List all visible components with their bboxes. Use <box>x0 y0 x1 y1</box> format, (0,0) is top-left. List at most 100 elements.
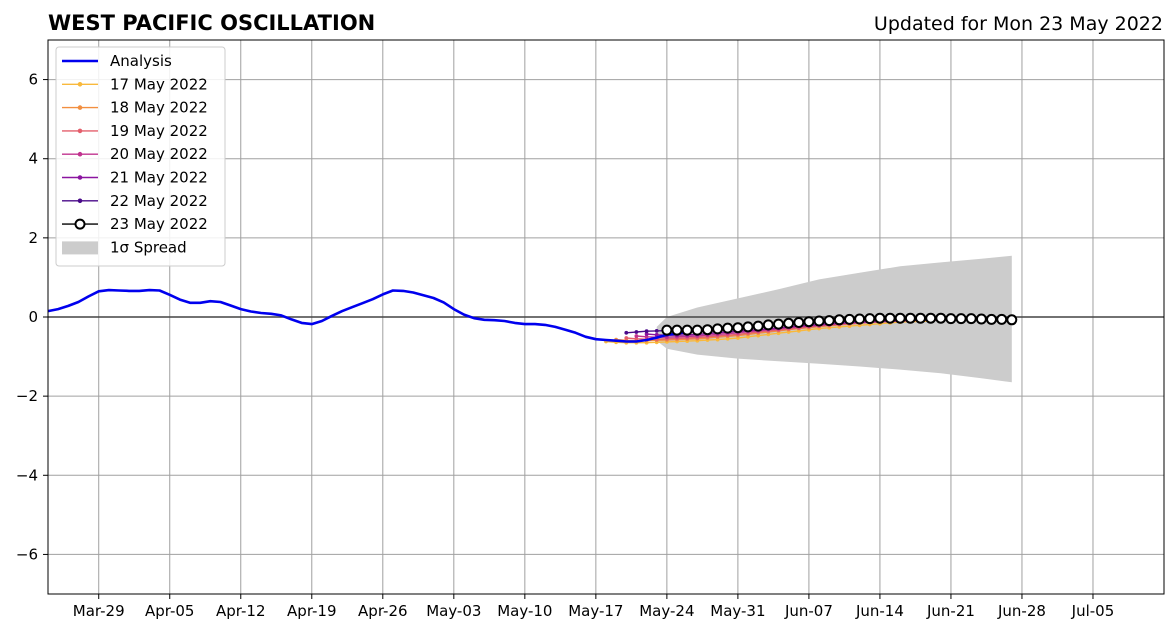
legend-label: 19 May 2022 <box>110 122 208 140</box>
y-tick-label: −4 <box>16 466 38 484</box>
analysis-layer <box>47 288 708 343</box>
latest-forecast-point <box>915 312 926 324</box>
x-tick-label: May-10 <box>497 602 552 620</box>
forecast-point <box>624 336 629 340</box>
latest-forecast-point <box>935 312 947 324</box>
forecast-point <box>634 334 639 338</box>
latest-forecast-point <box>986 313 997 325</box>
x-tick-label: Apr-12 <box>216 602 266 620</box>
legend-label: 18 May 2022 <box>110 99 208 117</box>
latest-forecast-point <box>945 313 957 325</box>
legend-item-forecast: 17 May 2022 <box>62 75 208 93</box>
latest-forecast-layer <box>661 312 1018 336</box>
x-tick-label: Jun-21 <box>926 602 975 620</box>
latest-forecast-point <box>732 322 744 334</box>
latest-forecast-point <box>925 312 937 324</box>
latest-forecast-point <box>884 312 896 324</box>
latest-forecast-point <box>975 313 987 325</box>
forecast-point <box>644 329 649 334</box>
x-tick-label: May-24 <box>639 602 694 620</box>
x-tick-label: May-17 <box>568 602 623 620</box>
y-tick-label: 0 <box>28 308 38 326</box>
legend-item-forecast: 18 May 2022 <box>62 99 208 117</box>
latest-forecast-point <box>752 320 764 332</box>
legend-swatch-spread <box>62 241 98 255</box>
latest-forecast-point <box>803 316 815 328</box>
analysis-line <box>47 288 708 343</box>
x-tick-label: Jul-05 <box>1071 602 1115 620</box>
latest-forecast-point <box>965 313 977 325</box>
legend-label: 1σ Spread <box>110 238 187 256</box>
legend-swatch-marker <box>77 198 83 204</box>
legend-item-forecast: 21 May 2022 <box>62 169 208 187</box>
latest-forecast-point <box>712 323 724 335</box>
legend-item-forecast: 22 May 2022 <box>62 192 208 210</box>
latest-forecast-point <box>702 324 713 336</box>
latest-forecast-point <box>894 312 906 324</box>
latest-forecast-point <box>833 314 845 326</box>
legend-swatch-marker <box>77 151 83 157</box>
latest-forecast-point <box>996 313 1008 325</box>
latest-forecast-point <box>864 313 876 325</box>
x-axis: Mar-29 Apr-05 Apr-12 Apr-19 Apr-26 May-03 May-… <box>73 594 1114 620</box>
legend-item-forecast: 19 May 2022 <box>62 122 208 140</box>
x-tick-label: May-31 <box>710 602 765 620</box>
latest-forecast-point <box>691 324 703 336</box>
y-tick-label: 4 <box>28 150 38 168</box>
latest-forecast-point <box>1006 314 1018 326</box>
latest-forecast-point <box>904 312 916 324</box>
y-axis: −6 −4 −2 0 2 4 6 <box>16 71 48 563</box>
y-tick-label: −6 <box>16 545 38 563</box>
legend-item-forecast: 20 May 2022 <box>62 145 208 163</box>
x-tick-label: Apr-05 <box>145 602 195 620</box>
legend-item-spread: 1σ Spread <box>62 238 187 256</box>
latest-forecast-point <box>681 324 693 336</box>
legend-label: 23 May 2022 <box>110 215 208 233</box>
x-tick-label: Jun-07 <box>784 602 833 620</box>
x-tick-label: Apr-26 <box>358 602 408 620</box>
chart-subtitle: Updated for Mon 23 May 2022 <box>874 13 1163 35</box>
legend-item-analysis: Analysis <box>62 52 172 70</box>
y-tick-label: 2 <box>28 229 38 247</box>
latest-forecast-point <box>793 317 805 328</box>
y-tick-label: 6 <box>28 71 38 89</box>
latest-forecast-point <box>671 324 683 336</box>
latest-forecast-point <box>813 315 825 327</box>
latest-forecast-point <box>773 318 784 330</box>
legend-label: 21 May 2022 <box>110 169 208 187</box>
x-tick-label: Jun-28 <box>997 602 1046 620</box>
legend-swatch-marker <box>74 218 86 230</box>
latest-forecast-point <box>722 322 734 334</box>
legend: Analysis 17 May 2022 18 May 2022 19 May 202… <box>55 46 226 267</box>
forecast-point <box>654 332 659 337</box>
x-tick-label: Mar-29 <box>73 602 125 620</box>
legend-swatch-marker <box>77 175 83 180</box>
legend-item-latest: 23 May 2022 <box>62 215 208 233</box>
forecast-point <box>654 328 659 333</box>
legend-box <box>55 46 226 267</box>
latest-forecast-point <box>661 324 673 336</box>
latest-forecast-point <box>742 321 754 333</box>
y-tick-label: −2 <box>16 387 38 405</box>
x-tick-label: Apr-19 <box>287 602 337 620</box>
x-tick-label: May-03 <box>426 602 481 620</box>
latest-forecast-point <box>854 313 866 325</box>
latest-forecast-point <box>874 312 886 324</box>
forecast-point <box>624 330 629 335</box>
legend-swatch-marker <box>77 128 83 134</box>
x-tick-label: Jun-14 <box>855 602 904 620</box>
latest-forecast-point <box>823 315 835 327</box>
latest-forecast-point <box>762 319 774 331</box>
legend-label: 20 May 2022 <box>110 145 208 163</box>
chart-title: WEST PACIFIC OSCILLATION <box>48 11 375 35</box>
latest-forecast-point <box>783 317 795 329</box>
legend-label: 17 May 2022 <box>110 75 208 93</box>
legend-swatch-marker <box>77 82 83 87</box>
latest-forecast-point <box>844 313 855 325</box>
legend-swatch-marker <box>77 105 83 110</box>
forecast-point <box>634 330 639 334</box>
legend-label: Analysis <box>110 52 172 70</box>
legend-label: 22 May 2022 <box>110 192 208 210</box>
latest-forecast-point <box>955 313 967 325</box>
